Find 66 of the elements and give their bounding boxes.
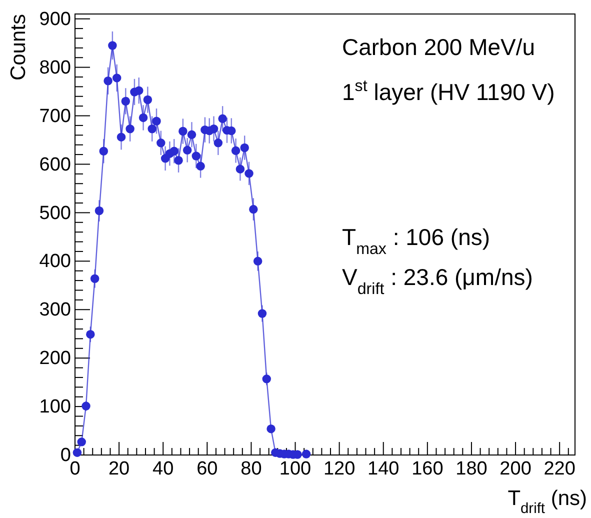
annotation: T$_{max}$ : 106 (ns) bbox=[342, 224, 490, 258]
x-tick-label: 120 bbox=[323, 458, 356, 480]
x-tick-label: 80 bbox=[240, 458, 262, 480]
y-tick-label: 0 bbox=[60, 445, 71, 466]
y-tick-label: 900 bbox=[39, 8, 71, 30]
annotation: Carbon 200 MeV/u bbox=[342, 34, 536, 60]
y-tick-label: 100 bbox=[39, 396, 71, 418]
point bbox=[90, 274, 100, 283]
point bbox=[112, 74, 122, 82]
y-tick-label: 200 bbox=[39, 348, 71, 370]
y-tick-label: 600 bbox=[39, 154, 71, 176]
x-tick-label: 140 bbox=[368, 458, 400, 480]
point bbox=[174, 156, 183, 165]
point bbox=[236, 164, 245, 174]
point bbox=[182, 146, 192, 155]
point bbox=[249, 204, 258, 214]
point bbox=[253, 256, 262, 266]
point bbox=[104, 76, 112, 86]
point bbox=[156, 138, 166, 148]
point bbox=[138, 113, 148, 122]
point bbox=[178, 126, 188, 136]
point bbox=[209, 124, 218, 134]
y-tick-label: 800 bbox=[39, 57, 71, 78]
point bbox=[116, 132, 126, 142]
point bbox=[143, 95, 152, 104]
point bbox=[170, 146, 178, 156]
point bbox=[214, 138, 223, 148]
x-tick-label: 20 bbox=[108, 458, 130, 480]
point bbox=[218, 114, 227, 124]
x-tick-label: 200 bbox=[500, 458, 532, 480]
point bbox=[82, 402, 90, 410]
point bbox=[108, 41, 117, 50]
point bbox=[240, 143, 249, 152]
x-tick-label: 160 bbox=[412, 458, 444, 480]
x-tick-label: 40 bbox=[152, 458, 174, 480]
x-axis-title: T$_{drift}$ (ns) bbox=[508, 487, 587, 517]
annotation: 1$^{st}$ layer (HV 1190 V) bbox=[342, 77, 555, 105]
point bbox=[86, 330, 95, 339]
y-tick-label: 700 bbox=[39, 106, 71, 127]
y-axis-title: Counts bbox=[7, 14, 30, 81]
point bbox=[148, 124, 156, 134]
point bbox=[94, 206, 104, 216]
point bbox=[134, 86, 144, 95]
point bbox=[192, 152, 201, 160]
x-tick-label: 60 bbox=[196, 458, 218, 480]
point bbox=[152, 116, 161, 126]
point bbox=[126, 124, 134, 134]
y-tick-label: 400 bbox=[39, 251, 71, 272]
point bbox=[77, 438, 86, 446]
point bbox=[121, 96, 130, 106]
y-tick-label: 300 bbox=[39, 300, 71, 321]
point bbox=[231, 146, 240, 156]
annotation: V$_{drift}$ : 23.6 (μm/ns) bbox=[342, 264, 533, 298]
point bbox=[244, 169, 254, 178]
point bbox=[72, 448, 82, 457]
x-tick-label: 180 bbox=[456, 458, 488, 480]
point bbox=[266, 424, 276, 434]
point bbox=[302, 450, 311, 458]
y-tick-label: 500 bbox=[39, 202, 71, 224]
point bbox=[258, 309, 267, 318]
x-tick-label: 100 bbox=[279, 458, 312, 480]
point bbox=[196, 162, 205, 171]
x-tick-label: 220 bbox=[544, 458, 576, 480]
point bbox=[99, 146, 108, 156]
point bbox=[262, 374, 271, 384]
point bbox=[187, 130, 196, 140]
